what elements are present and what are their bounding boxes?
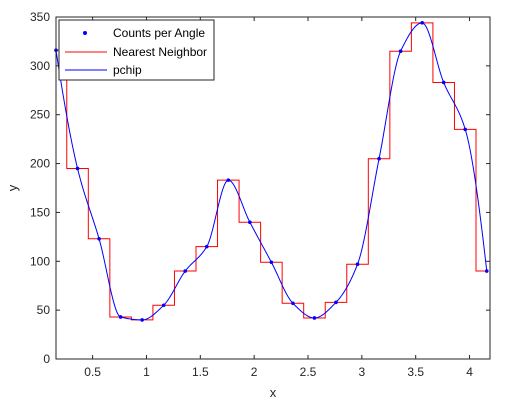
x-tick-label: 3.5 (407, 365, 424, 379)
legend-label-counts: Counts per Angle (113, 26, 205, 40)
legend-label-pchip: pchip (113, 63, 142, 77)
data-point (420, 21, 424, 25)
y-tick-label: 50 (37, 303, 51, 317)
x-tick-label: 1 (143, 365, 150, 379)
y-tick-label: 350 (30, 10, 50, 24)
data-point (204, 244, 209, 249)
data-point (183, 269, 188, 273)
y-tick-label: 0 (43, 352, 50, 366)
data-point (248, 220, 252, 224)
y-tick-label: 250 (30, 108, 50, 122)
x-tick-label: 2 (251, 365, 258, 379)
data-point (334, 300, 338, 305)
legend-marker-counts (83, 31, 87, 35)
data-point (97, 237, 101, 241)
x-tick-label: 0.5 (84, 365, 101, 379)
data-point (377, 156, 381, 161)
y-tick-label: 200 (30, 157, 50, 171)
data-point (118, 315, 123, 319)
x-tick-label: 3 (359, 365, 366, 379)
data-point (484, 269, 489, 273)
data-point (140, 318, 144, 322)
y-tick-label: 150 (30, 205, 50, 219)
data-point (441, 80, 446, 85)
x-axis-label: x (270, 385, 277, 400)
data-point (226, 178, 231, 182)
data-point (291, 301, 295, 306)
axis-layer: 0.5 1 1.5 2 2.5 3 3.5 4 0 50 100 150 200 250 300 350 (30, 10, 490, 379)
series-layer (54, 21, 489, 322)
data-point (398, 49, 403, 53)
data-point (463, 127, 468, 132)
y-axis-label: y (5, 184, 20, 191)
y-tick-label: 300 (30, 59, 50, 73)
legend: Counts per Angle Nearest Neighbor pchip (58, 19, 215, 81)
legend-label-nearest: Nearest Neighbor (113, 45, 207, 59)
x-tick-label: 2.5 (300, 365, 317, 379)
x-tick-label: 4 (466, 365, 473, 379)
data-point (269, 260, 274, 265)
x-tick-label: 1.5 (192, 365, 209, 379)
data-point (312, 316, 317, 320)
data-point (355, 262, 360, 267)
data-point (75, 166, 80, 171)
y-tick-label: 100 (30, 254, 50, 268)
data-point (161, 303, 166, 308)
plot-frame (55, 16, 491, 360)
